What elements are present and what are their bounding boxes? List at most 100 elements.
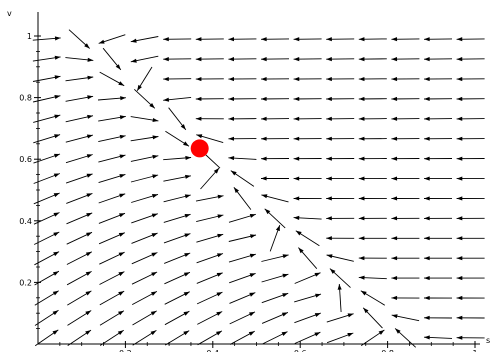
field-arrow-head <box>151 233 158 238</box>
field-arrow-head <box>456 335 463 340</box>
field-arrow-head <box>261 57 267 62</box>
x-tick-label: 0.8 <box>381 349 394 352</box>
field-arrow-head <box>163 37 169 42</box>
field-arrow-head <box>326 254 333 259</box>
field-arrow-head <box>53 232 60 237</box>
field-arrow-head <box>152 135 159 140</box>
field-arrow-head <box>261 194 268 199</box>
field-arrow-head <box>196 134 203 139</box>
field-arrow-head <box>424 176 430 181</box>
field-arrow-head <box>391 216 398 221</box>
field-arrow-head <box>358 116 365 121</box>
field-arrow-head <box>217 194 224 199</box>
field-arrow-head <box>53 212 60 217</box>
field-arrow-head <box>98 39 105 44</box>
field-arrow-head <box>424 96 430 101</box>
field-arrow-head <box>163 57 169 62</box>
field-arrow-head <box>228 136 234 141</box>
field-arrow-head <box>118 291 125 296</box>
field-arrow-head <box>329 268 336 274</box>
x-axis-label: s <box>486 336 490 345</box>
field-arrow-head <box>326 77 332 82</box>
field-arrow-head <box>54 75 61 80</box>
field-arrow-head <box>249 253 256 258</box>
field-arrow-head <box>86 232 92 237</box>
field-arrow-head <box>424 256 430 261</box>
field-arrow-head <box>261 176 267 181</box>
field-arrow-head <box>119 213 125 218</box>
field-arrow-head <box>391 236 398 241</box>
field-arrow-head <box>119 115 126 120</box>
field-arrow-head <box>293 116 300 121</box>
field-arrow-head <box>52 310 59 316</box>
field-arrow-head <box>195 77 202 82</box>
field-arrow-head <box>456 236 463 241</box>
field-arrow-head <box>424 276 430 281</box>
field-arrow-head <box>85 290 92 296</box>
field-arrow-head <box>326 196 332 201</box>
x-tick-label: 0.6 <box>294 349 307 352</box>
field-arrow-head <box>424 136 430 141</box>
field-arrow-head <box>360 290 367 296</box>
field-arrow-head <box>54 153 60 158</box>
field-arrow-head <box>185 155 192 160</box>
field-arrow-head <box>249 311 255 317</box>
field-arrow-head <box>293 37 300 42</box>
field-arrow-head <box>87 75 94 80</box>
field-arrow-head <box>456 96 463 101</box>
field-arrow-head <box>149 103 155 109</box>
field-arrow-head <box>216 330 222 336</box>
field-arrow-head <box>456 295 463 300</box>
field-arrow-head <box>378 330 385 335</box>
y-tick-label: 0.6 <box>19 155 32 164</box>
field-arrow-head <box>363 307 369 314</box>
field-arrow-head <box>151 272 158 277</box>
field-arrow-head <box>151 213 158 218</box>
field-arrow-head <box>326 116 332 121</box>
field-arrow-head <box>249 214 256 218</box>
field-arrow-head <box>183 141 189 147</box>
field-arrow-head <box>293 136 300 141</box>
field-arrow-head <box>298 247 304 254</box>
field-arrow-head <box>347 333 354 337</box>
field-arrow-head <box>184 214 191 218</box>
field-arrow-head <box>293 176 300 181</box>
field-arrow-head <box>228 37 234 42</box>
field-arrow-head <box>118 81 125 86</box>
field-arrow-head <box>115 64 121 70</box>
field-arrow-head <box>456 136 463 141</box>
y-tick-label: 0.2 <box>19 278 32 287</box>
field-arrow-head <box>424 37 430 42</box>
y-axis-label: v <box>7 9 12 18</box>
field-arrow-head <box>424 295 430 300</box>
field-arrow-head <box>183 311 190 316</box>
field-arrow-head <box>456 77 463 82</box>
x-tick-label: 0.4 <box>206 349 219 352</box>
field-arrow-head <box>184 194 191 199</box>
field-arrow-head <box>85 251 92 257</box>
field-arrow-head <box>293 215 300 220</box>
field-arrow-head <box>424 196 430 201</box>
field-arrow-head <box>456 57 463 62</box>
field-arrow-head <box>358 216 365 221</box>
field-arrow-head <box>358 136 365 141</box>
field-arrow-head <box>358 156 365 161</box>
field-arrow-head <box>183 272 190 277</box>
field-arrow-head <box>326 96 332 101</box>
field-arrow-head <box>424 57 430 62</box>
field-arrow-head <box>326 136 332 141</box>
field-arrow-head <box>216 311 223 316</box>
field-arrow-head <box>54 36 61 41</box>
y-tick-label: 0.8 <box>19 94 32 103</box>
field-arrow-head <box>358 236 365 241</box>
field-arrow-head <box>118 310 124 316</box>
field-arrow-head <box>228 156 235 161</box>
field-arrow-head <box>183 291 190 297</box>
field-arrow-head <box>230 170 237 176</box>
field-arrow-head <box>87 95 94 100</box>
field-arrow-head <box>261 77 267 82</box>
field-arrow-head <box>315 293 321 298</box>
field-arrow-head <box>217 233 224 238</box>
field-arrow-head <box>261 96 267 101</box>
